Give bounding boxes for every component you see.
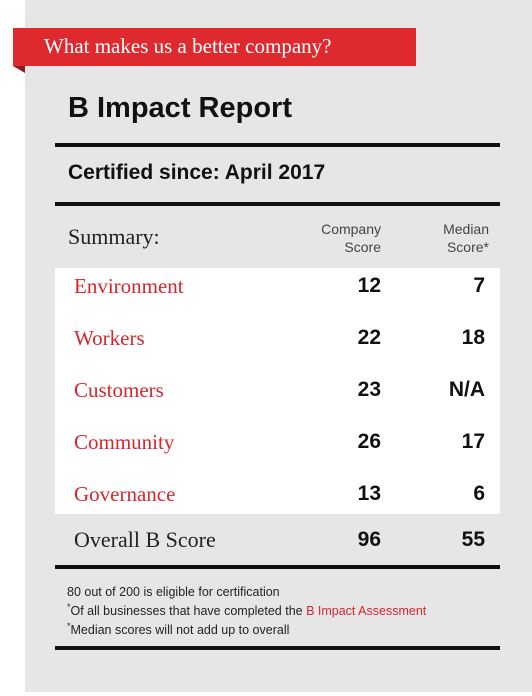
category-label: Community [74,430,175,454]
divider-table-bottom [55,565,500,569]
company-header-line1: Company [321,221,381,237]
category-label: Governance [74,482,176,506]
asterisk-mark: * [67,621,71,632]
overall-label: Overall B Score [74,527,216,552]
company-score: 13 [357,482,381,505]
footnotes: 80 out of 200 is eligible for certificat… [67,585,426,638]
ribbon-fold [13,66,25,73]
median-score: 17 [461,430,485,453]
median-header-line2: Score* [446,239,489,255]
category-label: Environment [74,274,184,298]
overall-company-score: 96 [357,528,381,551]
company-score: 22 [357,326,381,349]
report-title: B Impact Report [68,92,292,124]
divider-top [55,143,500,147]
footnote-businesses: *Of all businesses that have completed t… [67,600,426,619]
median-header-line1: Median [443,221,489,237]
category-label: Customers [74,378,164,402]
summary-label: Summary: [68,224,160,249]
asterisk-mark: * [67,602,71,612]
category-label: Workers [74,326,145,350]
company-score: 12 [357,274,381,297]
table-row-community: Community 26 17 [55,422,500,466]
b-impact-assessment-link[interactable]: B Impact Assessment [306,604,427,619]
median-score: 18 [461,326,485,349]
scores-table [55,268,500,514]
table-row-workers: Workers 22 18 [55,318,500,362]
median-score: N/A [448,378,485,401]
divider-bottom [55,646,500,650]
footnote-eligibility: 80 out of 200 is eligible for certificat… [67,585,280,599]
header-ribbon: What makes us a better company? [13,28,416,66]
table-row-environment: Environment 12 7 [55,266,500,310]
footnote-text: Of all businesses that have completed th… [70,604,307,619]
table-row-overall: Overall B Score 96 55 [55,520,500,564]
certified-since: Certified since: April 2017 [68,161,326,184]
footnote-median: *Median scores will not add up to overal… [67,619,426,638]
median-score: 6 [473,482,485,505]
table-row-governance: Governance 13 6 [55,474,500,518]
median-score-header: Median Score* [389,220,489,256]
divider-certified [55,202,500,206]
company-header-line2: Score [344,239,381,255]
company-score: 23 [357,378,381,401]
table-row-customers: Customers 23 N/A [55,370,500,414]
company-score-header: Company Score [281,220,381,256]
median-score: 7 [473,274,485,297]
overall-median-score: 55 [461,528,485,551]
company-score: 26 [357,430,381,453]
ribbon-text: What makes us a better company? [44,34,332,58]
footnote-text: Median scores will not add up to overall [70,623,290,638]
